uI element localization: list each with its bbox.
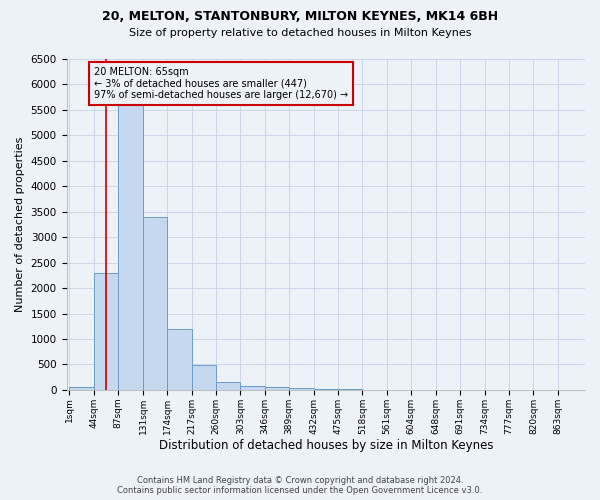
Bar bbox=[167, 329, 192, 390]
Text: Contains HM Land Registry data © Crown copyright and database right 2024.
Contai: Contains HM Land Registry data © Crown c… bbox=[118, 476, 482, 495]
Bar bbox=[241, 386, 265, 390]
Bar bbox=[118, 94, 143, 390]
Bar bbox=[216, 382, 241, 390]
Text: 20 MELTON: 65sqm
← 3% of detached houses are smaller (447)
97% of semi-detached : 20 MELTON: 65sqm ← 3% of detached houses… bbox=[94, 66, 348, 100]
Bar bbox=[289, 388, 314, 390]
Text: 20, MELTON, STANTONBURY, MILTON KEYNES, MK14 6BH: 20, MELTON, STANTONBURY, MILTON KEYNES, … bbox=[102, 10, 498, 23]
Bar bbox=[70, 388, 94, 390]
Bar bbox=[94, 273, 118, 390]
Bar bbox=[314, 389, 338, 390]
Bar bbox=[265, 388, 289, 390]
Bar bbox=[143, 217, 167, 390]
Text: Size of property relative to detached houses in Milton Keynes: Size of property relative to detached ho… bbox=[129, 28, 471, 38]
Bar bbox=[192, 366, 216, 390]
Bar bbox=[338, 389, 362, 390]
X-axis label: Distribution of detached houses by size in Milton Keynes: Distribution of detached houses by size … bbox=[158, 440, 493, 452]
Y-axis label: Number of detached properties: Number of detached properties bbox=[15, 137, 25, 312]
